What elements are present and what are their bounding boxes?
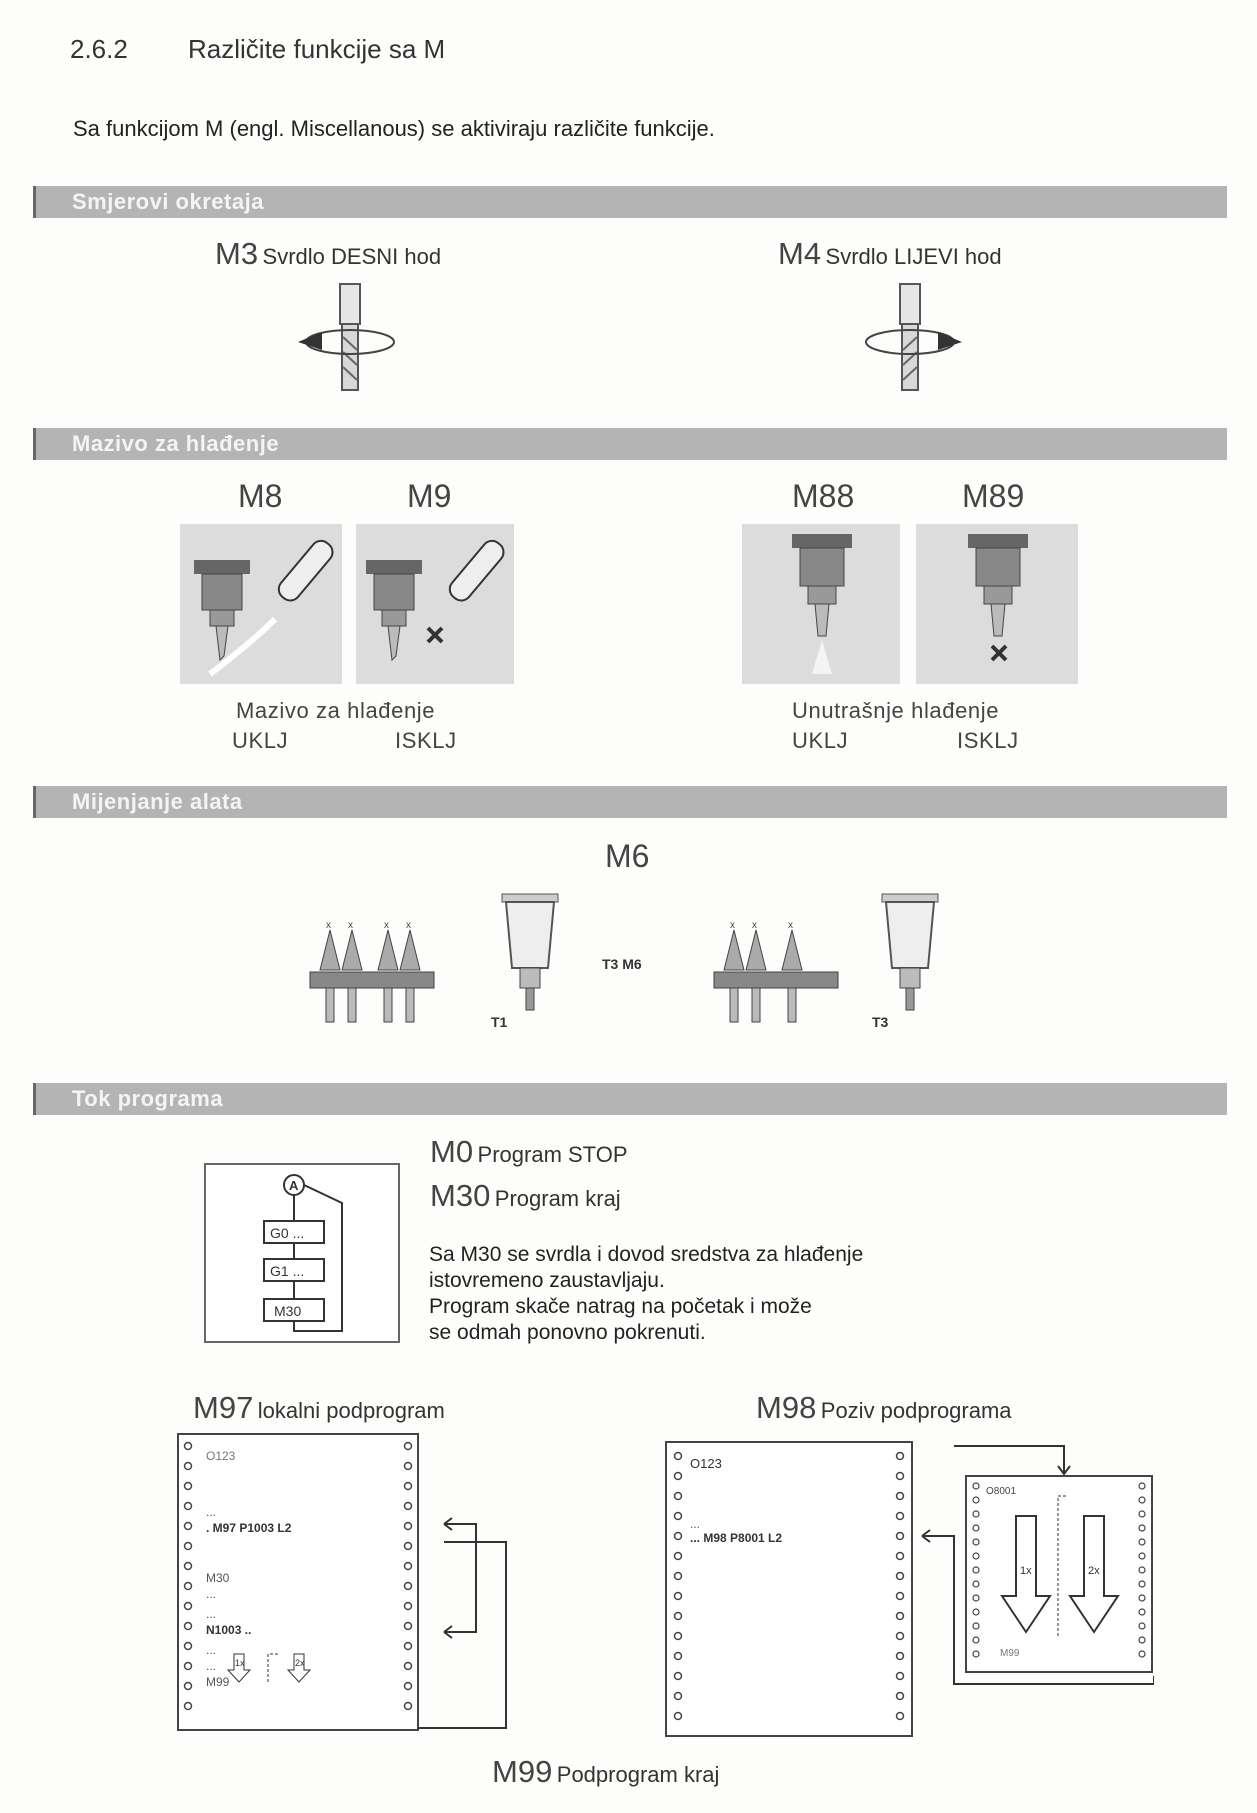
m98-sub-o: O8001	[986, 1486, 1016, 1497]
section-heading: 2.6.2 Različite funkcije sa M	[70, 34, 445, 65]
coolant-on-icon	[180, 524, 342, 684]
internal-coolant-off-icon	[916, 524, 1078, 684]
coolant-off-icon	[356, 524, 514, 684]
coolant-on-left: UKLJ	[232, 728, 289, 753]
m9-code: M9	[407, 478, 452, 514]
m97-line-n: N1003 ..	[206, 1623, 251, 1637]
m98-2x-label: 2x	[1088, 1565, 1100, 1577]
m99-code: M99	[492, 1754, 553, 1789]
svg-text:x: x	[406, 920, 411, 931]
coolant-on-right: UKLJ	[792, 728, 849, 753]
m30-description: Sa M30 se svrdla i dovod sredstva za hla…	[429, 1242, 989, 1346]
svg-text:x: x	[348, 920, 353, 931]
svg-text:x: x	[788, 920, 793, 931]
m0-label: Program STOP	[477, 1142, 628, 1167]
svg-text:x: x	[752, 920, 757, 931]
desc-line: istovremeno zaustavljaju.	[429, 1269, 665, 1292]
m97-1x-label: 1x	[235, 1658, 245, 1668]
svg-text:x: x	[326, 920, 331, 931]
m97-line-dots2: ...	[206, 1587, 216, 1601]
m4-label: Svrdlo LIJEVI hod	[825, 244, 1002, 269]
drill-left-icon	[865, 283, 962, 391]
m30-label: Program kraj	[494, 1186, 621, 1211]
t3-m6-label: T3 M6	[602, 956, 642, 972]
section-bar-toolchange: Mijenjanje alata	[33, 786, 1227, 818]
m98-line-o: O123	[690, 1456, 722, 1471]
section-bar-rotation: Smjerovi okretaja	[33, 186, 1227, 218]
section-title: Različite funkcije sa M	[188, 34, 446, 64]
m98-line-dots: ...	[690, 1517, 700, 1531]
desc-line: Sa M30 se svrdla i dovod sredstva za hla…	[429, 1243, 864, 1266]
m97-line-m99: M99	[206, 1675, 230, 1689]
m97-line-dots1: ...	[206, 1505, 216, 1519]
flow-g0-label: G0 ...	[270, 1225, 304, 1241]
m97-line-o: O123	[206, 1449, 236, 1463]
m4-code: M4	[778, 236, 822, 271]
m98-sub-m99: M99	[1000, 1648, 1020, 1659]
section-number: 2.6.2	[70, 34, 128, 64]
desc-line: Program skače natrag na početak i može	[429, 1295, 812, 1318]
t1-label: T1	[491, 1014, 508, 1030]
m97-label: lokalni podprogram	[257, 1398, 445, 1423]
bar-label: Mazivo za hlađenje	[72, 431, 280, 456]
m3-code: M3	[215, 236, 259, 271]
flow-m30-label: M30	[274, 1303, 301, 1319]
m88-code: M88	[792, 478, 855, 514]
m98-1x-label: 1x	[1020, 1565, 1032, 1577]
program-flow-diagram: A G0 ... G1 ... M30	[204, 1163, 400, 1343]
m97-line-call: . M97 P1003 L2	[206, 1521, 292, 1535]
m30-code: M30	[430, 1178, 491, 1213]
m0-code: M0	[430, 1134, 474, 1169]
m97-program-sheet: O123 ... . M97 P1003 L2 M30 ... ... N100…	[177, 1433, 507, 1731]
m0-heading: M0 Program STOP	[430, 1134, 628, 1170]
section-bar-flow: Tok programa	[33, 1083, 1227, 1115]
coolant-off-left: ISKLJ	[395, 728, 457, 753]
m98-program-sheets: O123 ... ... M98 P8001 L2 O8001 1x 2x M9…	[665, 1441, 1154, 1737]
m99-label: Podprogram kraj	[556, 1762, 720, 1787]
m98-heading: M98 Poziv podprograma	[756, 1390, 1012, 1426]
bar-label: Mijenjanje alata	[72, 789, 243, 814]
section-bar-coolant: Mazivo za hlađenje	[33, 428, 1227, 460]
m6-code: M6	[605, 838, 650, 874]
svg-text:x: x	[384, 920, 389, 931]
m97-2x-label: 2x	[295, 1658, 305, 1668]
svg-text:x: x	[730, 920, 735, 931]
spindle-t1-icon	[501, 893, 559, 1011]
m99-heading: M99 Podprogram kraj	[492, 1754, 719, 1790]
internal-coolant-on-icon	[742, 524, 900, 684]
flow-a-label: A	[289, 1178, 299, 1193]
bar-label: Tok programa	[72, 1086, 224, 1111]
m89-code: M89	[962, 478, 1025, 514]
m30-heading: M30 Program kraj	[430, 1178, 621, 1214]
drill-right-icon	[298, 283, 395, 391]
coolant-off-right: ISKLJ	[957, 728, 1019, 753]
desc-line: se odmah ponovno pokrenuti.	[429, 1321, 706, 1344]
m3-heading: M3 Svrdlo DESNI hod	[215, 236, 441, 272]
bar-label: Smjerovi okretaja	[72, 189, 264, 214]
m8-code: M8	[238, 478, 283, 514]
m97-heading: M97 lokalni podprogram	[193, 1390, 445, 1426]
t3-label: T3	[872, 1014, 889, 1030]
m97-line-dots4: ...	[206, 1643, 216, 1657]
coolant-caption-left: Mazivo za hlađenje	[236, 698, 436, 723]
m98-code: M98	[756, 1390, 817, 1425]
m3-label: Svrdlo DESNI hod	[262, 244, 442, 269]
m97-line-dots5: ...	[206, 1659, 216, 1673]
m98-line-call: ... M98 P8001 L2	[690, 1531, 782, 1545]
m97-code: M97	[193, 1390, 254, 1425]
m4-heading: M4 Svrdlo LIJEVI hod	[778, 236, 1002, 272]
m98-label: Poziv podprograma	[820, 1398, 1012, 1423]
m97-line-dots3: ...	[206, 1607, 216, 1621]
intro-text: Sa funkcijom M (engl. Miscellanous) se a…	[73, 116, 715, 141]
spindle-t3-icon	[881, 893, 939, 1011]
m97-line-m30: M30	[206, 1571, 230, 1585]
coolant-caption-right: Unutrašnje hlađenje	[792, 698, 1000, 723]
flow-g1-label: G1 ...	[270, 1263, 304, 1279]
